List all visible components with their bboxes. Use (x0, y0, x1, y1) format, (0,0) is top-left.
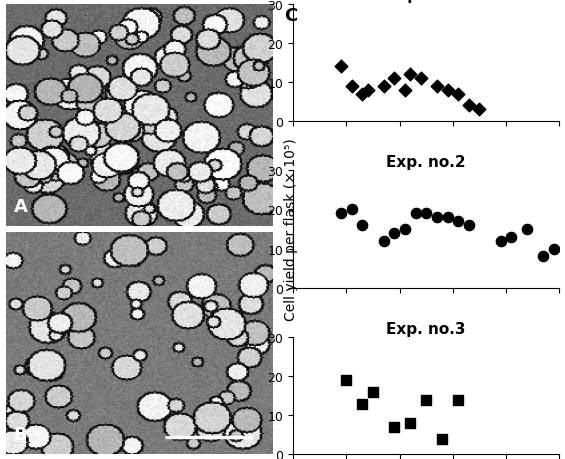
Text: B: B (14, 425, 27, 443)
Point (421, 210, 431, 218)
Text: Cell yield per flask (× 10⁵): Cell yield per flask (× 10⁵) (284, 138, 298, 321)
Point (390, 230, 399, 237)
Text: A: A (14, 197, 28, 215)
Point (401, 226, 410, 233)
Point (523, 226, 532, 233)
Point (475, 106, 484, 114)
Point (432, 83, 441, 90)
Point (368, 388, 377, 396)
Point (443, 214, 452, 221)
Point (507, 234, 516, 241)
Point (464, 102, 473, 110)
Point (454, 91, 463, 98)
Point (454, 218, 463, 225)
Title: Exp. no.3: Exp. no.3 (386, 321, 466, 336)
Point (550, 246, 559, 253)
Point (406, 420, 415, 427)
Point (358, 222, 367, 229)
Title: Exp. no.2: Exp. no.2 (386, 155, 466, 170)
Point (379, 238, 388, 245)
Point (379, 83, 388, 90)
Point (342, 376, 351, 384)
Point (347, 83, 357, 90)
Point (337, 63, 346, 71)
Point (438, 435, 447, 442)
Point (539, 253, 548, 261)
Text: C: C (284, 7, 297, 25)
Point (358, 400, 367, 407)
Point (390, 423, 399, 431)
Point (411, 210, 420, 218)
Point (358, 91, 367, 98)
Point (432, 214, 441, 221)
Point (401, 87, 410, 94)
Point (496, 238, 505, 245)
Point (390, 75, 399, 83)
Point (421, 396, 431, 403)
Point (347, 206, 357, 213)
Point (443, 87, 452, 94)
Title: Exp. no.1: Exp. no.1 (386, 0, 466, 3)
Point (454, 396, 463, 403)
Point (416, 75, 425, 83)
Point (464, 222, 473, 229)
Point (406, 71, 415, 78)
Point (363, 87, 372, 94)
Point (337, 210, 346, 218)
